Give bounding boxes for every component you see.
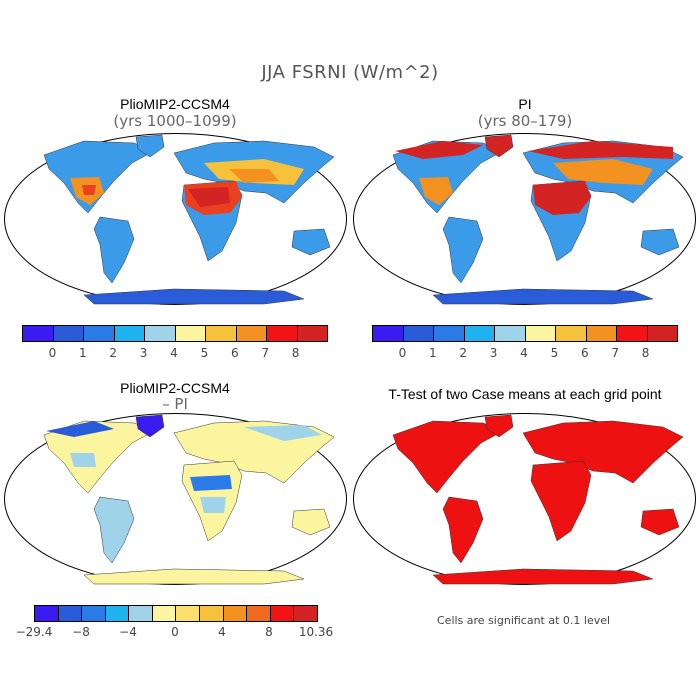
difference-colorbar-cell	[35, 606, 59, 621]
absolute-colorbar-cell	[236, 326, 267, 341]
absolute-colorbar-tick-label: 4	[170, 346, 178, 360]
colorbar-pi	[372, 325, 678, 342]
difference-colorbar-cell	[176, 606, 201, 621]
absolute-colorbar-cell	[114, 326, 145, 341]
colorbar-difference-ticks: −29.4 −8 −4 0 4 8 10.36	[16, 625, 334, 641]
difference-colorbar-cell	[58, 606, 83, 621]
absolute-colorbar-cell	[403, 326, 434, 341]
difference-colorbar-cell	[270, 606, 295, 621]
absolute-colorbar-cell	[206, 326, 237, 341]
panel-subtitle-plio: (yrs 1000–1099)	[113, 112, 237, 130]
absolute-colorbar-cell	[647, 326, 677, 341]
colorbar-plio-ticks: 0 1 2 3 4 5 6 7 8	[22, 346, 326, 362]
absolute-colorbar-tick-label: 1	[78, 346, 87, 360]
absolute-colorbar-tick-label: 2	[459, 346, 468, 360]
colorbar-pi-ticks: 0 1 2 3 4 5 6 7 8	[372, 346, 676, 362]
absolute-colorbar-tick-label: 7	[611, 346, 620, 360]
difference-colorbar-tick-label: 4	[218, 625, 226, 639]
panel-subtitle-diff: – PI	[162, 395, 188, 413]
land-south-america	[93, 216, 135, 284]
difference-colorbar-cell	[82, 606, 106, 621]
panel-title-diff: PlioMIP2-CCSM4	[120, 380, 230, 396]
difference-colorbar-cell	[152, 606, 177, 621]
difference-colorbar-cell	[294, 606, 317, 621]
difference-colorbar-tick-label: 0	[171, 625, 179, 639]
map-pi	[353, 133, 696, 305]
absolute-colorbar-cell	[586, 326, 617, 341]
map-ttest	[353, 413, 696, 585]
absolute-colorbar-tick-label: 2	[109, 346, 118, 360]
figure-title: JJA FSRNI (W/m^2)	[261, 62, 439, 83]
colorbar-plio	[22, 325, 328, 342]
panel-title-pi: PI	[518, 96, 532, 112]
absolute-colorbar-tick-label: 8	[291, 346, 300, 360]
difference-colorbar-cell	[223, 606, 248, 621]
absolute-colorbar-cell	[23, 326, 54, 341]
absolute-colorbar-tick-label: 8	[641, 346, 650, 360]
panel-title-ttest: T-Test of two Case means at each grid po…	[388, 386, 662, 402]
absolute-colorbar-tick-label: 6	[230, 346, 239, 360]
absolute-colorbar-cell	[84, 326, 115, 341]
absolute-colorbar-cell	[464, 326, 495, 341]
absolute-colorbar-tick-label: 7	[261, 346, 270, 360]
difference-colorbar-tick-label: −8	[72, 625, 90, 639]
absolute-colorbar-cell	[175, 326, 206, 341]
map-difference	[4, 413, 347, 585]
difference-colorbar-tick-label: −4	[119, 625, 137, 639]
absolute-colorbar-tick-label: 5	[200, 346, 209, 360]
absolute-colorbar-cell	[495, 326, 526, 341]
land-australia	[291, 228, 331, 256]
absolute-colorbar-tick-label: 3	[489, 346, 498, 360]
land-antarctica	[83, 288, 305, 305]
colorbar-difference	[34, 605, 318, 622]
absolute-colorbar-cell	[145, 326, 176, 341]
absolute-colorbar-tick-label: 0	[398, 346, 407, 360]
absolute-colorbar-cell	[267, 326, 298, 341]
difference-colorbar-cell	[105, 606, 130, 621]
absolute-colorbar-cell	[373, 326, 404, 341]
difference-colorbar-cell	[247, 606, 271, 621]
ttest-footnote: Cells are significant at 0.1 level	[437, 614, 611, 627]
difference-colorbar-cell	[200, 606, 224, 621]
absolute-colorbar-cell	[617, 326, 648, 341]
absolute-colorbar-cell	[434, 326, 465, 341]
absolute-colorbar-cell	[297, 326, 327, 341]
absolute-colorbar-cell	[556, 326, 587, 341]
map-plio	[4, 133, 347, 305]
difference-colorbar-tick-label: 10.36	[298, 625, 334, 639]
absolute-colorbar-tick-label: 6	[580, 346, 589, 360]
difference-colorbar-tick-label: −29.4	[15, 625, 53, 639]
absolute-colorbar-tick-label: 5	[550, 346, 559, 360]
panel-subtitle-pi: (yrs 80–179)	[477, 112, 573, 130]
absolute-colorbar-tick-label: 3	[139, 346, 148, 360]
absolute-colorbar-cell	[53, 326, 84, 341]
difference-colorbar-cell	[129, 606, 153, 621]
absolute-colorbar-tick-label: 0	[48, 346, 57, 360]
absolute-colorbar-cell	[525, 326, 556, 341]
panel-title-plio: PlioMIP2-CCSM4	[120, 96, 230, 112]
absolute-colorbar-tick-label: 1	[428, 346, 437, 360]
difference-colorbar-tick-label: 8	[265, 625, 273, 639]
absolute-colorbar-tick-label: 4	[520, 346, 528, 360]
